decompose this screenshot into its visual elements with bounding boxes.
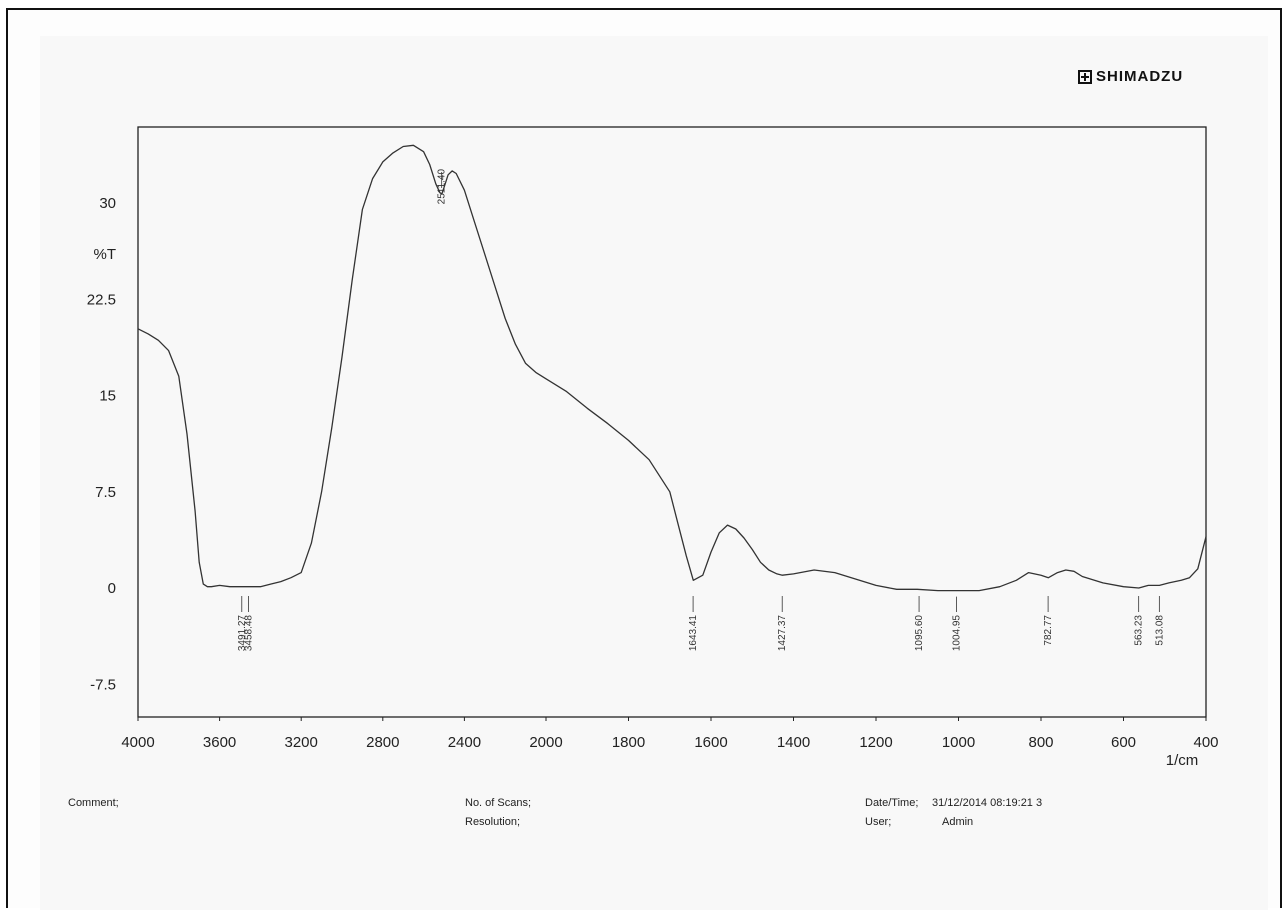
peak-label: 3491.27 (237, 615, 248, 652)
peak-label: 782.77 (1043, 615, 1054, 646)
y-tick-label: 0 (108, 580, 116, 597)
peak-label: 513.08 (1154, 615, 1165, 646)
peak-label: 3458.48 (243, 615, 254, 652)
brand-logo: SHIMADZU (1078, 68, 1183, 85)
y-tick-label: 30 (99, 195, 116, 212)
y-tick-label: 7.5 (95, 484, 116, 501)
x-tick-label: 3200 (285, 734, 318, 751)
peak-label: 563.23 (1134, 615, 1145, 646)
y-tick-label: -7.5 (90, 676, 116, 693)
user-value: Admin (942, 816, 974, 828)
x-tick-label: 800 (1028, 734, 1053, 751)
x-tick-label: 600 (1111, 734, 1136, 751)
y-tick-label: 15 (99, 388, 116, 405)
x-axis-label: 1/cm (1166, 752, 1199, 769)
x-tick-label: 400 (1193, 734, 1218, 751)
x-tick-label: 1200 (859, 734, 892, 751)
x-tick-label: 1000 (942, 734, 975, 751)
peak-label: 1095.60 (914, 615, 925, 652)
x-tick-label: 2000 (529, 734, 562, 751)
datetime-value: 31/12/2014 08:19:21 3 (932, 797, 1043, 809)
x-tick-label: 1600 (694, 734, 727, 751)
x-tick-label: 2400 (448, 734, 481, 751)
spectrum-line (137, 144, 1207, 592)
shimadzu-logo-icon (1078, 69, 1092, 84)
peak-label: 2511.40 (437, 169, 448, 205)
x-tick-label: 4000 (121, 734, 154, 751)
peak-label: 1427.37 (777, 615, 788, 652)
comment-label: Comment; (68, 797, 119, 809)
user-label: User; (865, 816, 892, 828)
x-tick-label: 3600 (203, 734, 236, 751)
x-tick-label: 2800 (366, 734, 399, 751)
resolution-label: Resolution; (465, 816, 521, 828)
peak-label: 1004.95 (951, 615, 962, 652)
peak-label: 1643.41 (688, 615, 699, 652)
y-tick-label: 22.5 (87, 291, 116, 308)
spectrum-report-page (6, 8, 1282, 910)
y-axis-label: %T (94, 246, 117, 263)
plot-frame (137, 126, 1207, 718)
x-tick-label: 1400 (777, 734, 810, 751)
x-tick-label: 1800 (612, 734, 645, 751)
brand-name: SHIMADZU (1096, 68, 1184, 85)
scans-label: No. of Scans; (465, 797, 532, 809)
report-sheet (40, 36, 1268, 910)
datetime-label: Date/Time; (865, 797, 919, 809)
